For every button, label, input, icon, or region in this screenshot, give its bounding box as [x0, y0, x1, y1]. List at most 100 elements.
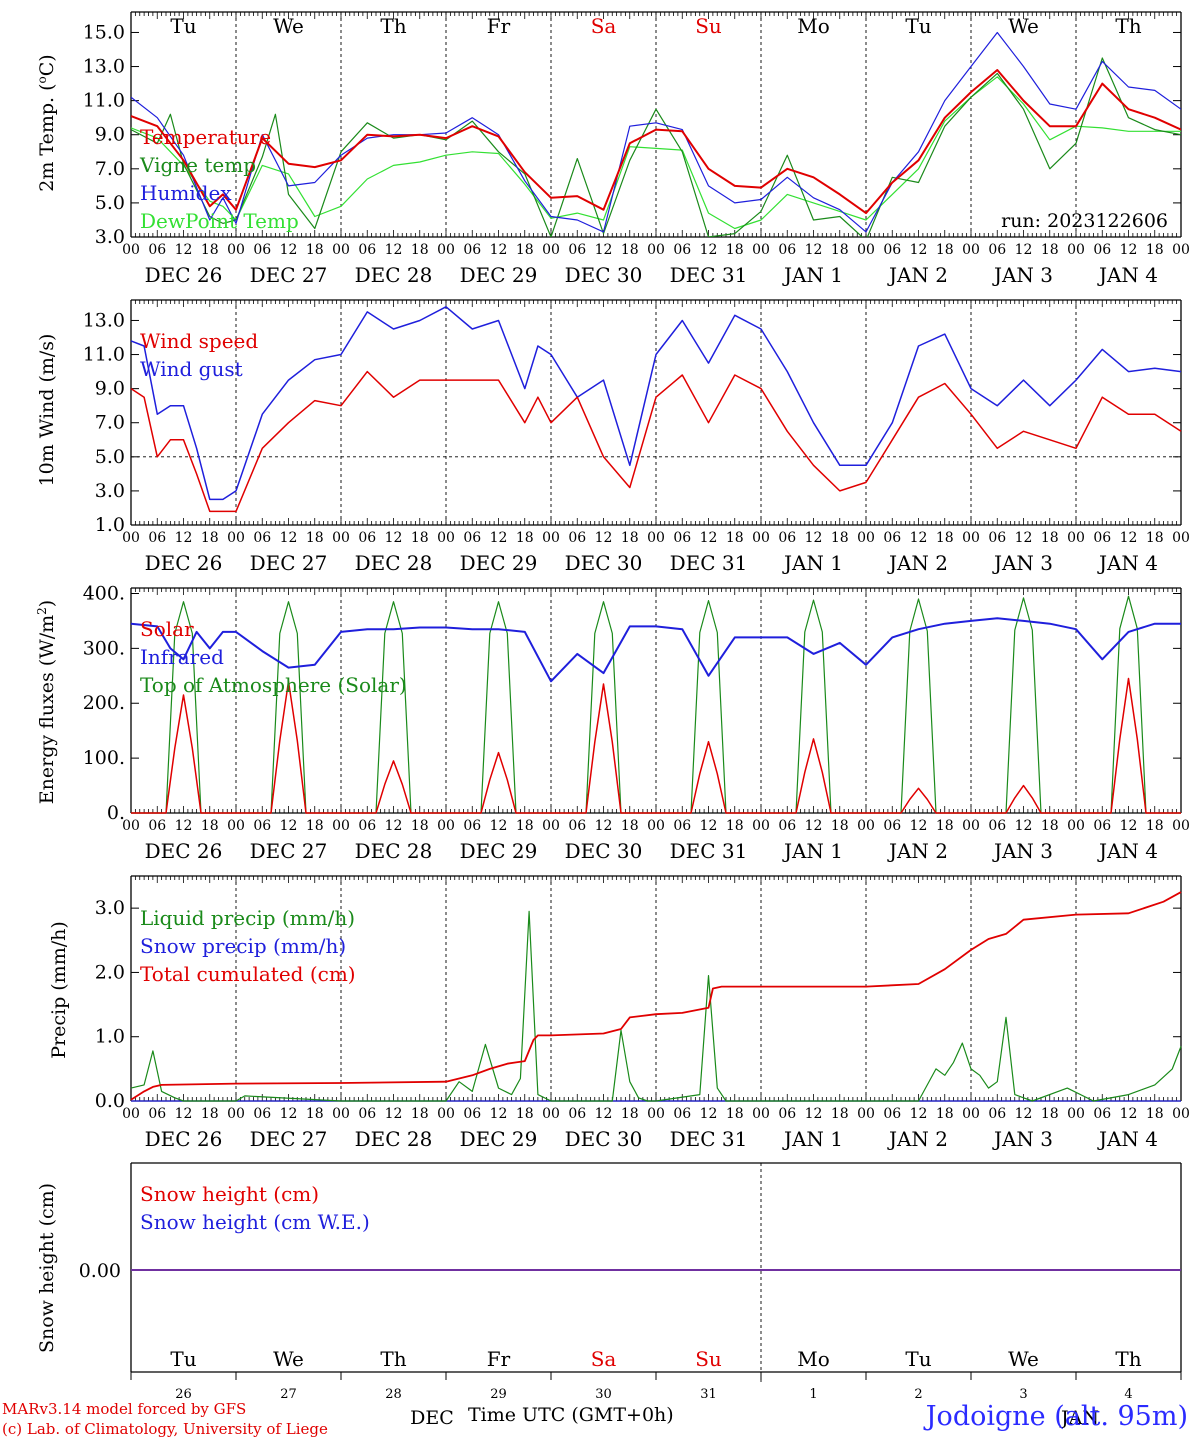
weekday-label: Su: [695, 14, 722, 38]
hour-tick-label: 00: [122, 1106, 140, 1122]
legend-entry: Snow precip (mm/h): [140, 934, 346, 958]
y-tick-label: 300.: [83, 637, 125, 659]
date-label: JAN 1: [782, 1127, 843, 1151]
date-label: DEC 27: [250, 263, 328, 287]
y-tick-label: 0.: [107, 802, 125, 824]
day-number: 4: [1124, 1387, 1132, 1402]
hour-tick-label: 12: [175, 818, 193, 834]
day-number: 3: [1019, 1387, 1027, 1402]
panel-frame: 3.0 5.0 7.0 9.0 11.0 13.0 15.0 Tu We Th Fr Sa Su Mo Tu…: [83, 11, 1190, 287]
hour-tick-label: 18: [201, 818, 219, 834]
y-tick-label: 7.0: [95, 158, 125, 180]
legend-entry: Vigne temp: [139, 153, 256, 177]
hour-tick-label: 12: [490, 1106, 508, 1122]
hour-tick-label: 12: [700, 530, 718, 546]
hour-tick-label: 00: [1172, 530, 1190, 546]
weekday-label: Tu: [905, 14, 931, 38]
hour-tick-label: 06: [883, 1106, 901, 1122]
y-tick-label: 0.0: [95, 1090, 125, 1112]
hour-tick-label: 12: [805, 530, 823, 546]
hour-tick-label: 18: [621, 530, 639, 546]
ylabel-precip-text: Precip (mm/h): [48, 921, 70, 1059]
series-green: [131, 57, 1181, 237]
hour-tick-label: 12: [700, 242, 718, 258]
hour-tick-label: 06: [778, 818, 796, 834]
date-label: JAN 2: [887, 551, 948, 575]
hour-tick-label: 18: [1146, 818, 1164, 834]
legend-entry: Solar: [140, 617, 194, 641]
date-label: DEC 31: [670, 839, 748, 863]
weekday-label: We: [273, 1347, 304, 1371]
y-tick-label: 1.0: [95, 514, 125, 536]
hour-tick-label: 18: [411, 242, 429, 258]
run-label: run: 2023122606: [1001, 210, 1168, 232]
hour-tick-label: 18: [411, 530, 429, 546]
y-tick-label: 0.00: [79, 1260, 121, 1282]
hour-tick-label: 18: [936, 818, 954, 834]
hour-tick-label: 18: [306, 818, 324, 834]
hour-tick-label: 06: [253, 818, 271, 834]
hour-tick-label: 18: [831, 1106, 849, 1122]
date-label: JAN 4: [1097, 839, 1158, 863]
hour-tick-label: 06: [673, 818, 691, 834]
hour-tick-label: 00: [647, 818, 665, 834]
weekday-label: Tu: [905, 1347, 931, 1371]
y-tick-label: 5.0: [95, 446, 125, 468]
hour-tick-label: 06: [1093, 530, 1111, 546]
hour-tick-label: 18: [1146, 1106, 1164, 1122]
legend-entry: Top of Atmosphere (Solar): [140, 673, 407, 697]
hour-tick-label: 06: [1093, 242, 1111, 258]
series-red: [130, 891, 1182, 1101]
date-label: JAN 1: [782, 263, 843, 287]
hour-tick-label: 06: [673, 242, 691, 258]
ylabel-snow: Snow height (cm): [36, 1183, 58, 1353]
hour-tick-label: 12: [280, 530, 298, 546]
hour-tick-label: 12: [280, 242, 298, 258]
hour-tick-label: 00: [1067, 818, 1085, 834]
hour-tick-label: 12: [385, 818, 403, 834]
legend-entry: Temperature: [140, 125, 271, 149]
y-tick-label: 15.0: [83, 21, 125, 43]
hour-tick-label: 00: [542, 530, 560, 546]
hour-tick-label: 00: [437, 1106, 455, 1122]
hour-tick-label: 06: [253, 1106, 271, 1122]
hour-tick-label: 06: [358, 818, 376, 834]
hour-tick-label: 00: [962, 530, 980, 546]
hour-tick-label: 00: [752, 818, 770, 834]
date-label: JAN 4: [1097, 1127, 1158, 1151]
hour-tick-label: 00: [227, 242, 245, 258]
hour-tick-label: 06: [358, 530, 376, 546]
panel-frame: 1.0 3.0 5.0 7.0 9.0 11.0 13.0 Wind speed Wind gu…: [83, 299, 1190, 575]
date-label: JAN 4: [1097, 551, 1158, 575]
series-lightgreen: [131, 76, 1181, 230]
y-tick-label: 11.0: [83, 90, 125, 112]
hour-tick-label: 12: [1015, 530, 1033, 546]
hour-tick-label: 00: [332, 818, 350, 834]
hour-tick-label: 12: [1120, 818, 1138, 834]
hour-tick-label: 12: [595, 818, 613, 834]
date-label: DEC 30: [565, 263, 643, 287]
date-label: JAN 3: [992, 551, 1053, 575]
date-label: DEC 30: [565, 551, 643, 575]
series-blue: [130, 617, 1181, 683]
temp-lines: [131, 31, 1181, 237]
hour-tick-label: 00: [752, 242, 770, 258]
hour-tick-label: 18: [936, 1106, 954, 1122]
y-tick-label: 7.0: [95, 412, 125, 434]
hour-tick-label: 12: [1015, 1106, 1033, 1122]
legend-entry: Infrared: [140, 645, 224, 669]
hour-tick-label: 18: [726, 242, 744, 258]
date-label: DEC 29: [460, 263, 538, 287]
date-label: JAN 4: [1097, 263, 1158, 287]
hour-tick-label: 12: [385, 242, 403, 258]
y-tick-label: 1.0: [95, 1026, 125, 1048]
hour-tick-label: 00: [962, 818, 980, 834]
weekday-label: Su: [695, 1347, 722, 1371]
y-tick-label: 11.0: [83, 344, 125, 366]
hour-tick-label: 00: [1067, 242, 1085, 258]
hour-tick-label: 12: [910, 1106, 928, 1122]
y-tick-label: 200.: [83, 692, 125, 714]
hour-tick-label: 00: [542, 242, 560, 258]
weekday-label: We: [1008, 14, 1039, 38]
day-number: 30: [595, 1387, 612, 1402]
